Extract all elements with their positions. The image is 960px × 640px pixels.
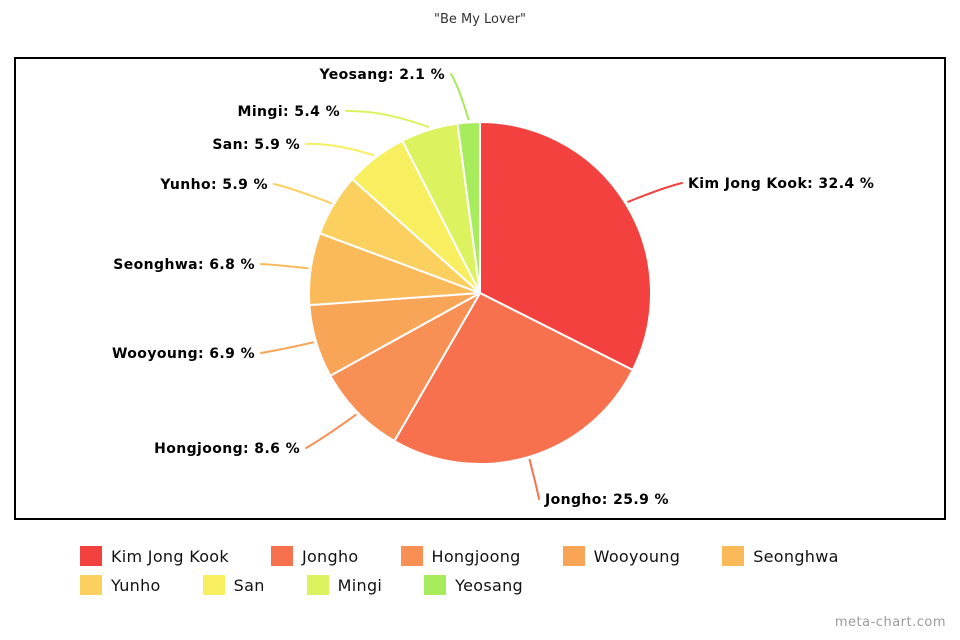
- slice-label-hongjoong: Hongjoong: 8.6 %: [154, 441, 300, 457]
- legend-item: Yunho: [80, 575, 161, 595]
- legend-row: Kim Jong Kook Jongho Hongjoong Wooyoung Seon…: [80, 546, 940, 566]
- legend-swatch: [722, 546, 745, 566]
- leader-line-wooyoung: [260, 341, 315, 354]
- legend-swatch: [400, 546, 423, 566]
- slice-label-kim-jong-kook: Kim Jong Kook: 32.4 %: [688, 176, 874, 192]
- pie-slice-jongho: [393, 292, 634, 465]
- legend-item: Hongjoong: [400, 546, 521, 566]
- legend-item-label: Yeosang: [455, 575, 523, 595]
- legend-item-label: Yunho: [111, 575, 161, 595]
- leader-line-yeosang: [450, 73, 470, 121]
- pie-slice-hongjoong: [329, 292, 481, 442]
- legend-item: Yeosang: [424, 575, 523, 595]
- pie-slice-kim-jong-kook: [479, 121, 652, 371]
- pie-chart: Kim Jong Kook: 32.4 % Jongho: 25.9 % Hongj…: [112, 67, 874, 508]
- slice-label-wooyoung: Wooyoung: 6.9 %: [112, 346, 255, 362]
- legend-item-label: Hongjoong: [431, 546, 521, 566]
- legend-swatch: [562, 546, 585, 566]
- legend-item-label: Kim Jong Kook: [111, 546, 229, 566]
- legend-row: Yunho San Mingi Yeosang: [80, 575, 940, 595]
- slice-label-seonghwa: Seonghwa: 6.8 %: [113, 257, 255, 273]
- watermark-text: meta-chart.com: [834, 615, 946, 630]
- slice-label-jongho: Jongho: 25.9 %: [544, 492, 669, 508]
- chart-frame: Kim Jong Kook: 32.4 % Jongho: 25.9 % Hongj…: [14, 57, 946, 520]
- legend-item: Wooyoung: [562, 546, 681, 566]
- legend-swatch: [202, 575, 225, 595]
- leader-line-kim-jong-kook: [627, 182, 683, 203]
- legend-swatch: [424, 575, 447, 595]
- legend: Kim Jong Kook Jongho Hongjoong Wooyoung Seon…: [80, 546, 940, 595]
- pie-slice-yeosang: [456, 121, 481, 294]
- chart-title: "Be My Lover": [433, 12, 527, 27]
- legend-swatch: [80, 575, 102, 595]
- leader-line-hongjoong: [305, 413, 357, 449]
- slice-label-yeosang: Yeosang: 2.1 %: [318, 67, 445, 83]
- legend-item: Seonghwa: [722, 546, 839, 566]
- legend-item: Mingi: [306, 575, 383, 595]
- legend-item-label: San: [233, 575, 265, 595]
- legend-item: Jongho: [270, 546, 359, 566]
- leader-line-yunho: [273, 183, 332, 205]
- legend-swatch: [306, 575, 329, 595]
- legend-swatch: [80, 546, 102, 566]
- legend-item-label: Wooyoung: [593, 546, 681, 566]
- legend-item-label: Jongho: [301, 546, 359, 566]
- leader-line-jongho: [528, 458, 540, 500]
- legend-item: Kim Jong Kook: [80, 546, 229, 566]
- slice-label-yunho: Yunho: 5.9 %: [159, 177, 268, 193]
- slice-label-san: San: 5.9 %: [212, 137, 300, 153]
- leader-line-mingi: [345, 109, 430, 128]
- leader-line-seonghwa: [260, 263, 309, 270]
- legend-item: San: [202, 575, 265, 595]
- legend-item-label: Seonghwa: [753, 546, 839, 566]
- legend-item-label: Mingi: [337, 575, 383, 595]
- slice-label-mingi: Mingi: 5.4 %: [238, 104, 341, 120]
- leader-line-san: [305, 142, 375, 157]
- legend-swatch: [270, 546, 293, 566]
